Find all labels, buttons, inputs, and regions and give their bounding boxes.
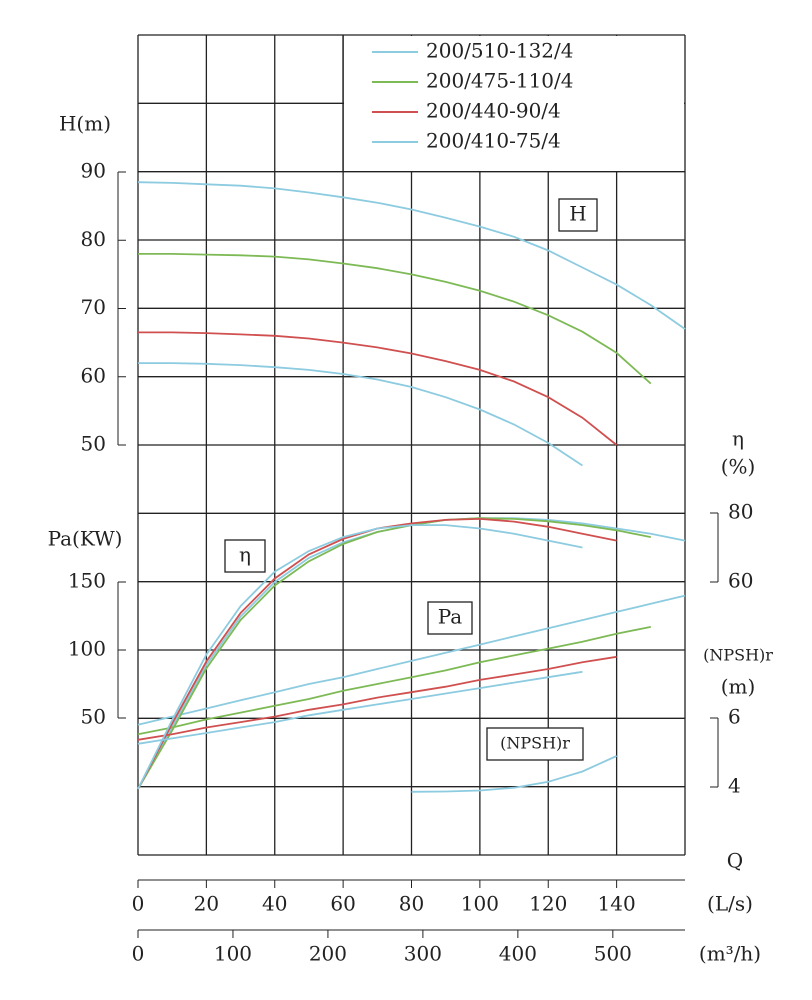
axis-title: Pa(KW)	[48, 527, 123, 551]
y-tick-label: 80	[81, 227, 106, 251]
head-curve	[138, 331, 618, 446]
x-tick-label: 100	[461, 892, 499, 916]
power-curve	[137, 670, 583, 745]
legend-background	[344, 36, 684, 171]
curve-group-label: H	[569, 202, 586, 226]
x-tick-label: 40	[262, 892, 287, 916]
curve-group-box	[486, 727, 584, 761]
axis-title: η	[732, 427, 744, 451]
x-tick-label: 20	[194, 892, 219, 916]
y-tick-label: 80	[728, 500, 753, 524]
y-tick-label: 6	[728, 705, 741, 729]
x-tick-label: 140	[598, 892, 636, 916]
y-tick-label: 60	[728, 569, 753, 593]
curve-group-label: η	[239, 543, 251, 567]
y-tick-label: 150	[68, 569, 106, 593]
npsh-curve	[411, 755, 617, 793]
curve-group-box	[558, 198, 598, 232]
x2-axis-unit: (m³/h)	[699, 942, 761, 966]
head-curve	[137, 181, 686, 330]
legend-label: 200/410-75/4	[426, 129, 561, 153]
x2-tick-label: 200	[309, 942, 347, 966]
curve-group-box	[224, 539, 266, 573]
axis-title: H(m)	[59, 112, 111, 136]
x-axis-unit: (L/s)	[707, 892, 753, 916]
efficiency-curve	[137, 517, 651, 790]
power-curve	[137, 655, 617, 741]
y-tick-label: 50	[81, 705, 106, 729]
axis-unit: (%)	[721, 455, 756, 479]
y-tick-label: 60	[81, 363, 106, 387]
axis-title: (NPSH)r	[703, 646, 773, 665]
y-tick-label: 90	[81, 159, 106, 183]
power-curve	[137, 594, 686, 726]
x-tick-label: 60	[330, 892, 355, 916]
head-curve	[138, 362, 583, 467]
legend-label: 200/510-132/4	[426, 39, 573, 63]
curve-group-label: Pa	[438, 605, 463, 629]
x-tick-label: 80	[399, 892, 424, 916]
axis-unit: (m)	[721, 675, 756, 699]
x2-tick-label: 300	[404, 942, 442, 966]
curve-group-label: (NPSH)r	[500, 734, 570, 753]
y-tick-label: 70	[81, 295, 106, 319]
efficiency-curve	[137, 524, 583, 790]
legend-label: 200/440-90/4	[426, 99, 561, 123]
head-curve	[138, 253, 652, 385]
y-tick-label: 100	[68, 637, 106, 661]
x2-tick-label: 0	[132, 942, 145, 966]
x2-tick-label: 500	[594, 942, 632, 966]
legend-label: 200/475-110/4	[426, 69, 573, 93]
power-curve	[137, 626, 651, 736]
x2-tick-label: 100	[214, 942, 252, 966]
x-axis-title: Q	[727, 849, 743, 873]
x-tick-label: 0	[132, 892, 145, 916]
y-tick-label: 50	[81, 432, 106, 456]
x2-tick-label: 400	[499, 942, 537, 966]
x-tick-label: 120	[529, 892, 567, 916]
curve-group-box	[427, 601, 473, 635]
y-tick-label: 4	[728, 774, 741, 798]
